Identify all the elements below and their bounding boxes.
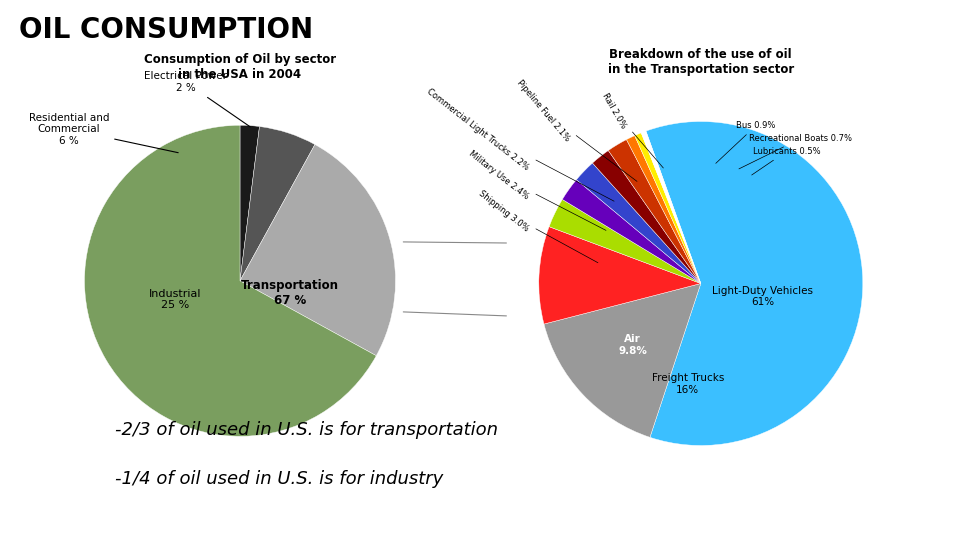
Text: Military Use 2.4%: Military Use 2.4% <box>468 149 606 231</box>
Wedge shape <box>609 139 701 284</box>
Wedge shape <box>240 126 315 281</box>
Text: Rail 2.0%: Rail 2.0% <box>600 91 663 168</box>
Wedge shape <box>627 136 701 284</box>
Wedge shape <box>563 180 701 284</box>
Text: Residential and
Commercial
6 %: Residential and Commercial 6 % <box>29 113 179 153</box>
Text: Commercial Light Trucks 2.2%: Commercial Light Trucks 2.2% <box>425 87 614 201</box>
Text: Light-Duty Vehicles
61%: Light-Duty Vehicles 61% <box>712 286 813 307</box>
Wedge shape <box>576 163 701 284</box>
Text: -1/4 of oil used in U.S. is for industry: -1/4 of oil used in U.S. is for industry <box>115 470 444 488</box>
Wedge shape <box>240 125 259 281</box>
Wedge shape <box>592 151 701 284</box>
Text: Bus 0.9%: Bus 0.9% <box>716 121 776 163</box>
Wedge shape <box>646 122 863 446</box>
Text: Industrial
25 %: Industrial 25 % <box>149 289 201 310</box>
Wedge shape <box>635 133 701 284</box>
Text: Pipeline Fuel 2.1%: Pipeline Fuel 2.1% <box>515 78 637 181</box>
Text: Recreational Boats 0.7%: Recreational Boats 0.7% <box>739 134 852 169</box>
Wedge shape <box>539 227 701 324</box>
Text: Lubricants 0.5%: Lubricants 0.5% <box>752 147 820 175</box>
Wedge shape <box>84 125 376 436</box>
Wedge shape <box>641 131 701 284</box>
Text: Electrical Power
2 %: Electrical Power 2 % <box>144 71 251 127</box>
Wedge shape <box>549 199 701 284</box>
Text: Freight Trucks
16%: Freight Trucks 16% <box>652 373 724 395</box>
Title: Consumption of Oil by sector
in the USA in 2004: Consumption of Oil by sector in the USA … <box>144 53 336 81</box>
Text: Shipping 3.0%: Shipping 3.0% <box>477 189 598 263</box>
Wedge shape <box>544 284 701 437</box>
Text: Air
9.8%: Air 9.8% <box>618 334 647 356</box>
Title: Breakdown of the use of oil
in the Transportation sector: Breakdown of the use of oil in the Trans… <box>608 48 794 76</box>
Text: -2/3 of oil used in U.S. is for transportation: -2/3 of oil used in U.S. is for transpor… <box>115 421 498 439</box>
Wedge shape <box>240 145 396 356</box>
Text: Transportation
67 %: Transportation 67 % <box>241 279 339 307</box>
Text: OIL CONSUMPTION: OIL CONSUMPTION <box>19 16 313 44</box>
